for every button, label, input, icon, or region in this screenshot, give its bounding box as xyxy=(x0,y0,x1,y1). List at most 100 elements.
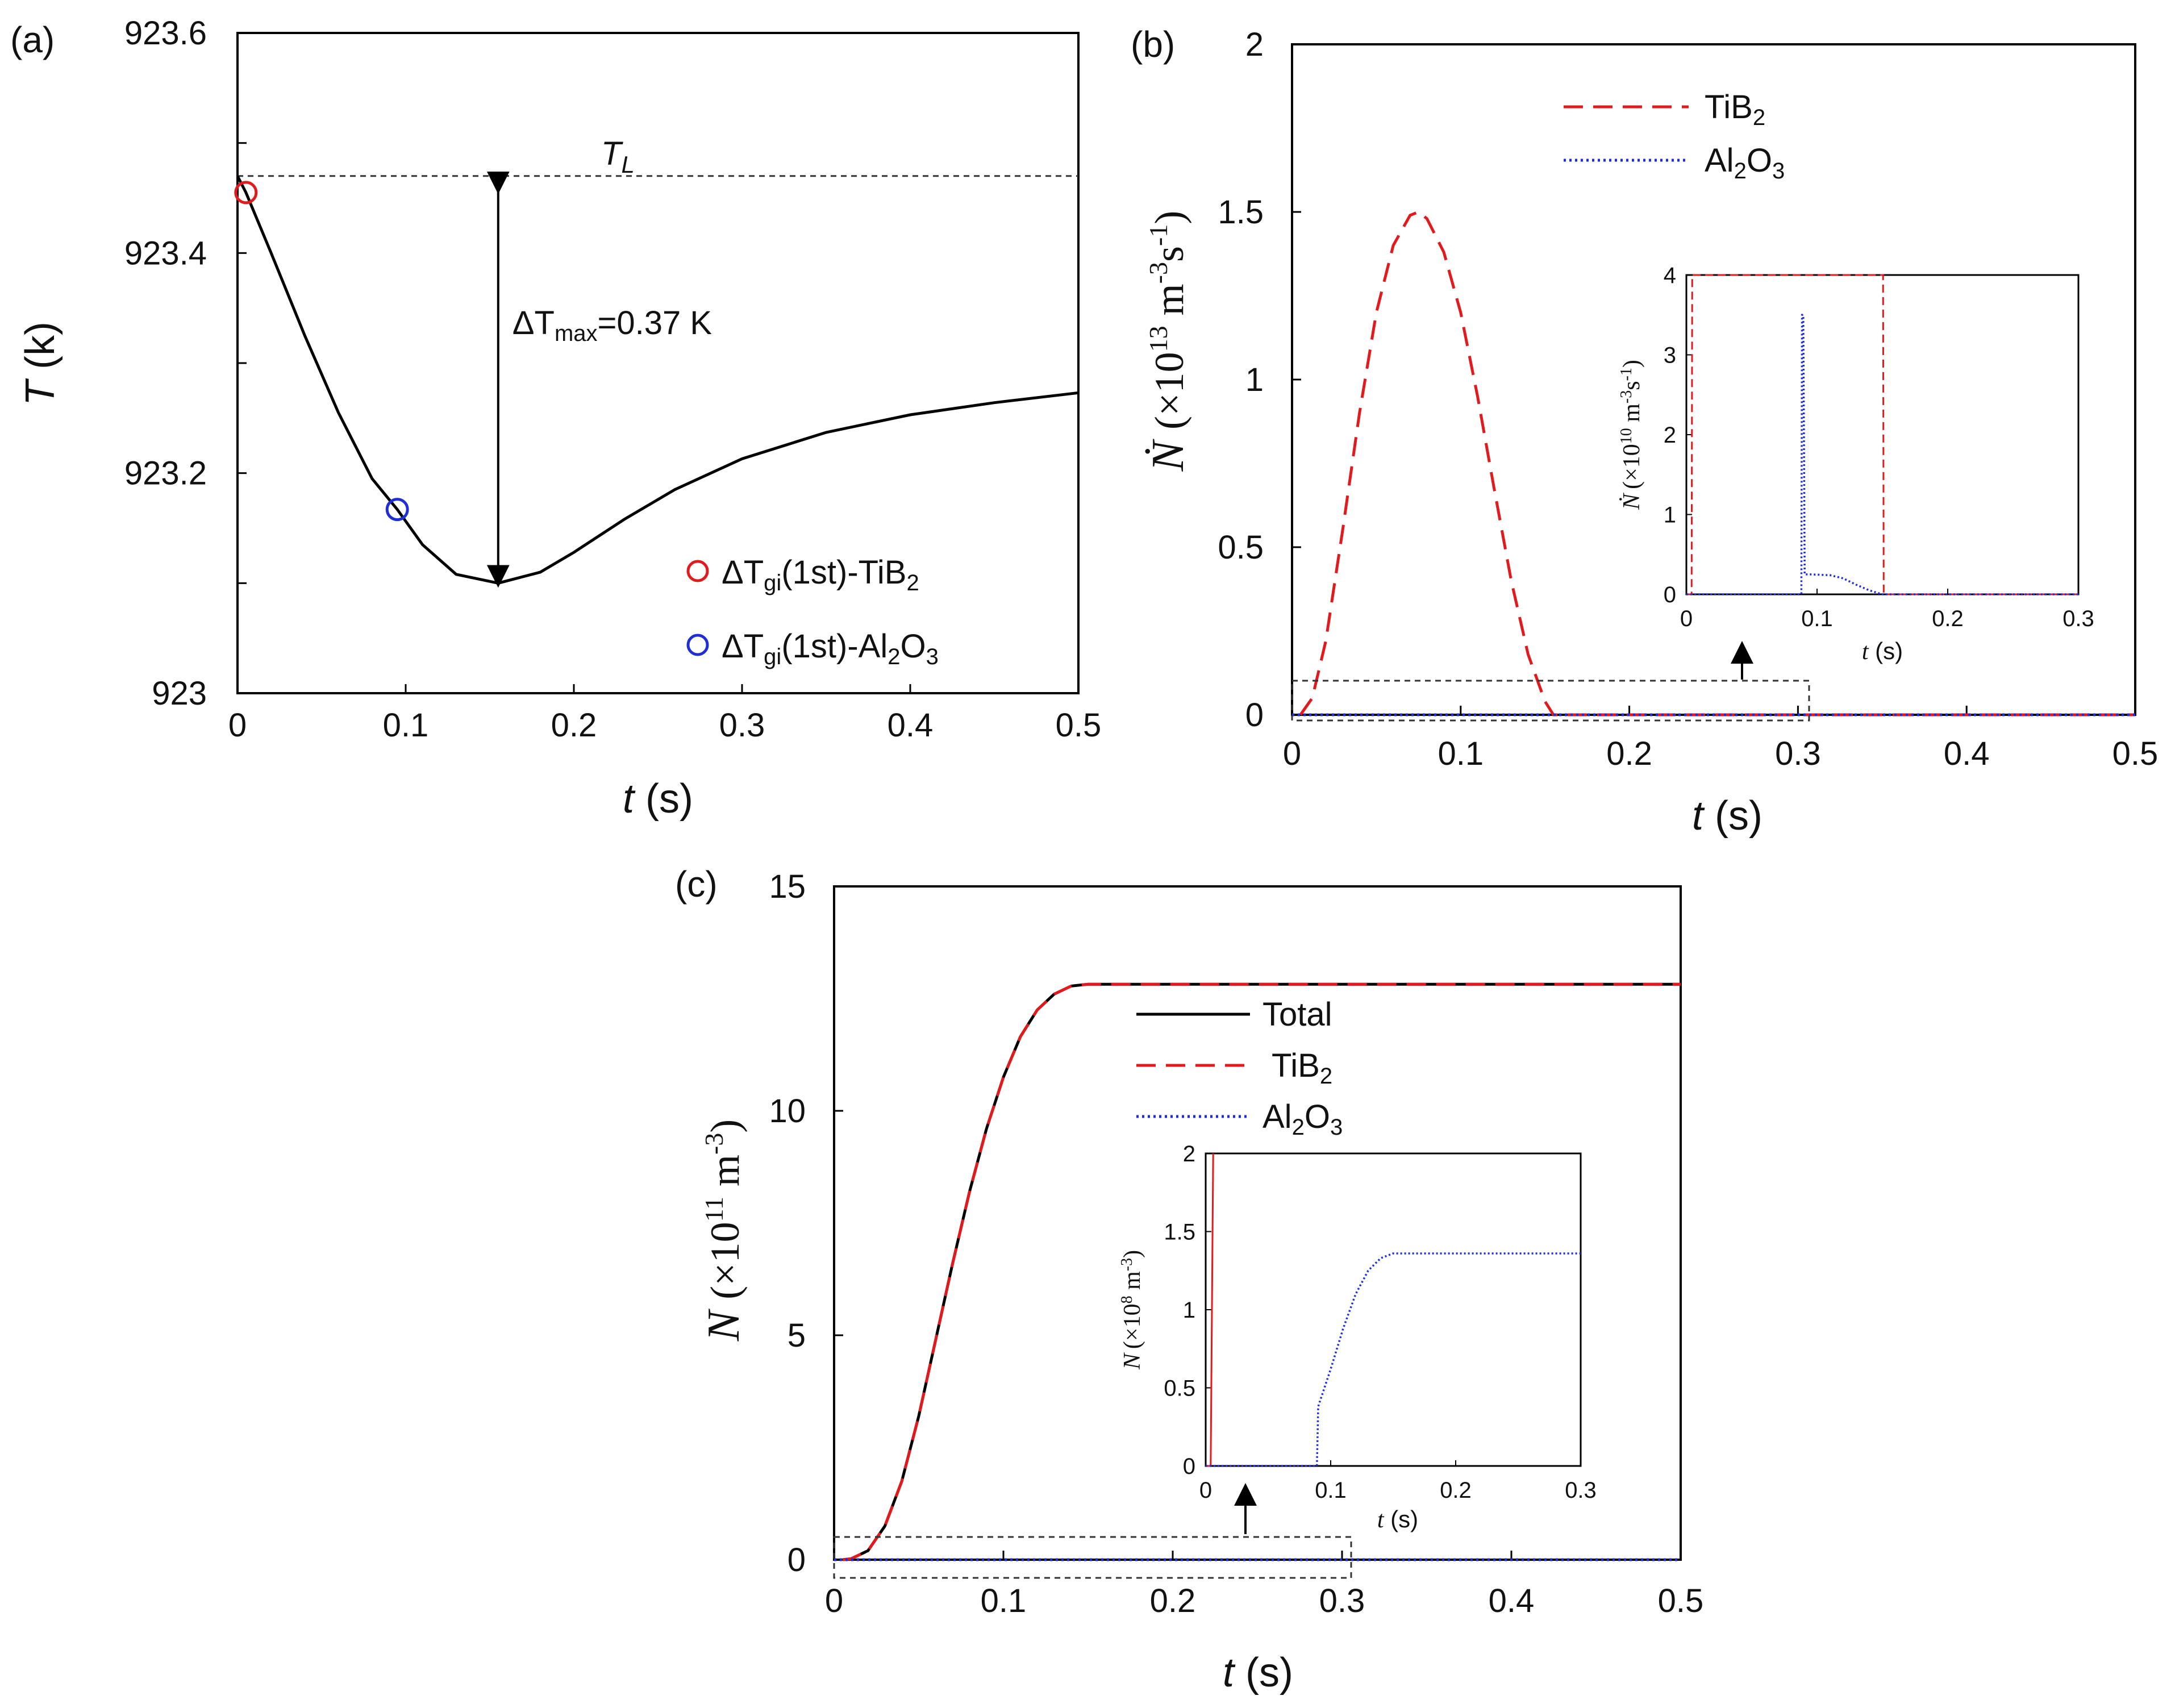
c-lg1-sub: 2 xyxy=(1320,1064,1332,1089)
panel-b-inset-series-al2o3 xyxy=(1686,314,2078,595)
panel-a-marker-tib2 xyxy=(234,181,258,205)
panel-b-series-tib2 xyxy=(1299,210,2135,716)
a-x-var: t xyxy=(623,776,636,822)
panel-b-inset-x-tick-labels: 0 0.1 0.2 0.3 xyxy=(1680,606,2094,631)
panel-a-y-axis-title: T (k) xyxy=(18,322,63,406)
b-y-exp: 13 xyxy=(1144,326,1173,352)
ci-x-unit: (s) xyxy=(1384,1506,1419,1532)
panel-b-inset-x-axis-title: t (s) xyxy=(1862,638,1903,665)
c-y-exp2: -3 xyxy=(699,1133,728,1155)
panel-b-label: (b) xyxy=(1131,24,1175,65)
y-tick-label: 15 xyxy=(769,868,806,905)
x-tick-label: 0.1 xyxy=(1801,606,1833,631)
b-lg1-tail-sub: 3 xyxy=(1772,159,1785,184)
lg1-sub: gi xyxy=(764,644,781,669)
y-tick-label: 4 xyxy=(1664,263,1676,288)
y-tick-label: 1 xyxy=(1183,1298,1195,1323)
c-lg2-tail: O xyxy=(1305,1098,1330,1135)
y-tick-label: 1.5 xyxy=(1218,194,1264,231)
panel-c-legend-label-al2o3: Al2O3 xyxy=(1262,1098,1343,1140)
a-y-unit: (k) xyxy=(18,322,63,381)
lg1-pre: ΔT xyxy=(722,628,764,665)
x-tick-label: 0.2 xyxy=(1606,735,1652,772)
c-lg1-name: TiB xyxy=(1272,1047,1320,1084)
y-tick-label: 0.5 xyxy=(1164,1376,1195,1401)
bi-y-unit: (×10 xyxy=(1619,444,1645,489)
liquidus-label-main: T xyxy=(601,135,623,172)
panel-a-axes-frame xyxy=(236,32,1080,694)
bi-x-unit: (s) xyxy=(1869,638,1903,664)
panel-b-zoom-region xyxy=(1291,680,1810,722)
c-lg2-name: Al xyxy=(1262,1098,1292,1135)
y-tick-label: 1 xyxy=(1664,503,1676,528)
x-tick-label: 0.3 xyxy=(1319,1582,1365,1619)
x-tick-label: 0.1 xyxy=(981,1582,1027,1619)
lg0-post-sub: 2 xyxy=(906,570,919,595)
y-tick-label: 0 xyxy=(1245,697,1264,734)
ci-y-exp: 8 xyxy=(1118,1295,1136,1303)
b-y-exp3: -1 xyxy=(1144,224,1173,246)
b-lg0-sub: 2 xyxy=(1753,105,1765,130)
panel-a: (a) 0 0.1 0.2 0.3 0.4 0.5 923923.2923.4923.6 … xyxy=(10,15,1101,822)
y-tick-label: 10 xyxy=(769,1093,806,1130)
x-tick-label: 0.3 xyxy=(2062,606,2094,631)
lg1-tail-sub: 3 xyxy=(926,644,939,669)
x-tick-label: 0.1 xyxy=(1438,735,1484,772)
a-y-var: T xyxy=(18,378,63,406)
x-tick-label: 0.2 xyxy=(551,707,597,744)
c-x-var: t xyxy=(1223,1650,1236,1695)
c-y-unit: (×10 xyxy=(702,1222,748,1299)
x-tick-label: 0.4 xyxy=(1944,735,1990,772)
x-tick-label: 0.3 xyxy=(1565,1478,1597,1503)
x-tick-label: 0.3 xyxy=(1775,735,1821,772)
x-tick-label: 0.5 xyxy=(1056,707,1102,744)
panel-b-inset-series-tib2 xyxy=(1686,274,2078,595)
c-y-close: ) xyxy=(702,1119,748,1133)
y-tick-label: 923.6 xyxy=(124,15,207,52)
y-tick-label: 923.2 xyxy=(124,455,207,492)
c-y-var: N xyxy=(699,1308,749,1342)
ci-x-var: t xyxy=(1377,1507,1385,1533)
panel-b-inset-y-axis-title: Ṅ (×1010 m-3s-1) xyxy=(1618,360,1645,510)
panel-c-inset-x-tick-labels: 0 0.1 0.2 0.3 xyxy=(1199,1478,1597,1503)
x-tick-label: 0 xyxy=(1199,1478,1212,1503)
lg0-post: (1st)-TiB xyxy=(781,554,906,591)
ci-y-close: ) xyxy=(1119,1250,1145,1258)
panel-c-label: (c) xyxy=(675,864,718,905)
panel-a-marker-al2o3 xyxy=(385,498,409,522)
x-tick-label: 0 xyxy=(1680,606,1693,631)
panel-c-inset-series-al2o3 xyxy=(1206,1252,1581,1467)
c-y-unit2: m xyxy=(702,1155,748,1197)
y-tick-label: 2 xyxy=(1245,26,1264,63)
b-x-unit: (s) xyxy=(1703,793,1763,839)
bi-y-unit3: s xyxy=(1619,381,1645,390)
x-tick-label: 0.1 xyxy=(383,707,429,744)
y-tick-label: 923.4 xyxy=(124,235,207,272)
panel-c-inset-y-tick-labels: 0 0.5 1 1.5 2 xyxy=(1164,1142,1195,1479)
ann-sub: max xyxy=(555,321,598,346)
y-tick-label: 0 xyxy=(1183,1454,1195,1479)
liquidus-label-sub: L xyxy=(621,151,634,178)
c-lg2-tail-sub: 3 xyxy=(1330,1115,1343,1140)
x-tick-label: 0.2 xyxy=(1440,1478,1472,1503)
x-tick-label: 0.5 xyxy=(2112,735,2159,772)
panel-b-x-axis-title: t (s) xyxy=(1692,793,1763,839)
panel-b-y-axis-title: Ṅ (×1013 m-3s-1) xyxy=(1143,211,1193,472)
panel-b-y-tick-labels: 0 0.5 1 1.5 2 xyxy=(1218,26,1264,734)
ann-post: =0.37 K xyxy=(598,305,713,341)
y-tick-label: 0.5 xyxy=(1218,529,1264,566)
ci-y-unit: (×10 xyxy=(1119,1303,1145,1349)
panel-a-ticks xyxy=(236,32,1080,694)
bi-y-var: Ṅ xyxy=(1619,493,1645,510)
y-tick-label: 0 xyxy=(1664,582,1676,607)
ci-y-unit2: m xyxy=(1119,1271,1145,1296)
a-x-unit: (s) xyxy=(634,776,693,822)
lg1-post-sub: 2 xyxy=(888,644,900,669)
panel-c-series-tib2 xyxy=(842,982,1681,1561)
x-tick-label: 0.4 xyxy=(888,707,934,744)
c-x-unit: (s) xyxy=(1234,1650,1293,1695)
x-tick-label: 0 xyxy=(228,707,247,744)
bi-y-close: ) xyxy=(1619,360,1645,368)
